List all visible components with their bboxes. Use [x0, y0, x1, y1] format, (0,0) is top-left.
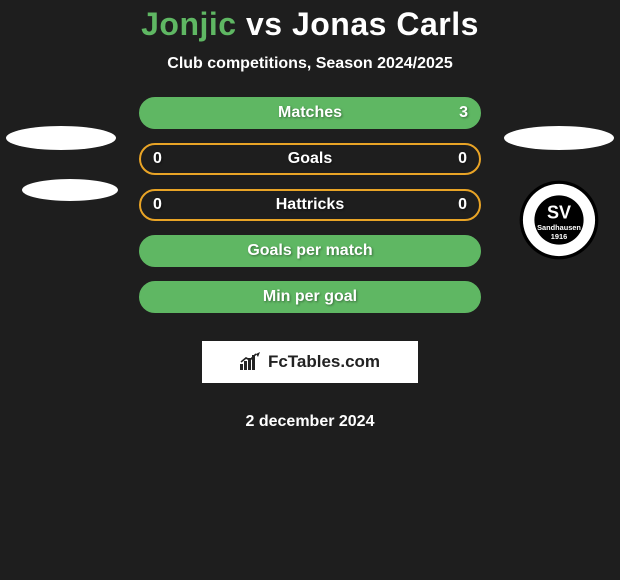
vs-label: vs: [246, 6, 283, 42]
branding-badge: FcTables.com: [202, 341, 418, 383]
subtitle: Club competitions, Season 2024/2025: [167, 55, 452, 73]
stat-row-matches: Matches 3: [139, 97, 481, 129]
stat-goals-right: 0: [458, 150, 467, 168]
stat-hattricks-left: 0: [153, 196, 162, 214]
stat-hattricks-right: 0: [458, 196, 467, 214]
decorative-ellipse: [6, 126, 116, 150]
stat-row-mpg: Min per goal: [139, 281, 481, 313]
club-badge-sv: SV: [547, 202, 571, 222]
stat-row-hattricks: 0 Hattricks 0: [139, 189, 481, 221]
branding-text: FcTables.com: [268, 352, 380, 372]
stat-goals-label: Goals: [288, 150, 332, 168]
chart-icon: [240, 352, 262, 372]
page-title: Jonjic vs Jonas Carls: [141, 6, 479, 43]
stat-matches-right: 3: [459, 104, 468, 122]
decorative-ellipse: [504, 126, 614, 150]
stat-mpg-label: Min per goal: [263, 288, 357, 306]
stat-matches-label: Matches: [278, 104, 342, 122]
player-left-name: Jonjic: [141, 6, 236, 42]
club-badge-name: Sandhausen: [537, 223, 581, 232]
stat-goals-left: 0: [153, 150, 162, 168]
decorative-ellipse: [22, 179, 118, 201]
player-right-name: Jonas Carls: [292, 6, 479, 42]
stat-row-goals: 0 Goals 0: [139, 143, 481, 175]
stat-hattricks-label: Hattricks: [276, 196, 344, 214]
stat-row-gpm: Goals per match: [139, 235, 481, 267]
date-label: 2 december 2024: [246, 413, 375, 431]
club-badge-icon: SV Sandhausen 1916: [518, 179, 600, 261]
stat-gpm-label: Goals per match: [247, 242, 372, 260]
club-badge-year: 1916: [551, 232, 567, 241]
